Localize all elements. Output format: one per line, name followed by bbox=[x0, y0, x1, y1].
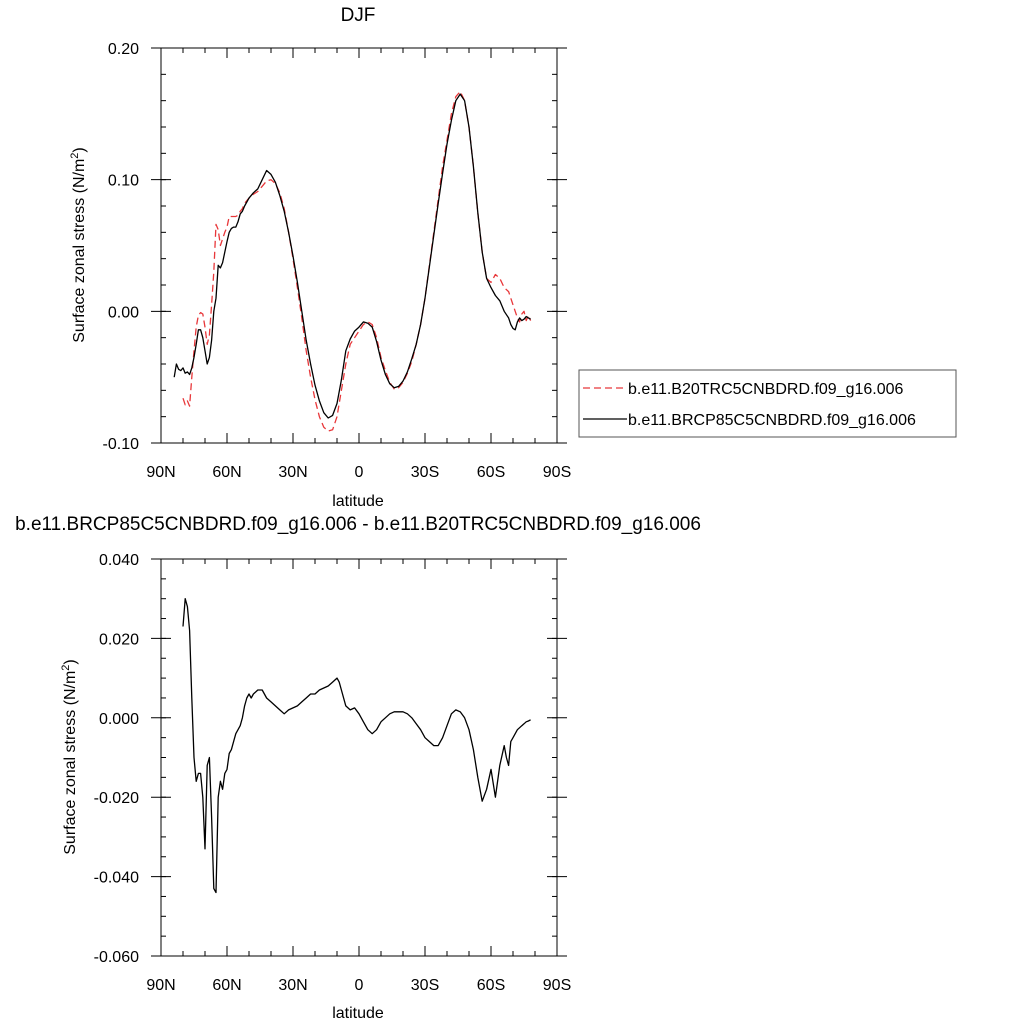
bottom-chart-y-tick-label: 0.040 bbox=[99, 552, 139, 569]
bottom-chart-series-line-1 bbox=[182, 598, 531, 894]
top-chart-series-line-2 bbox=[173, 93, 531, 419]
bottom-chart-x-tick-label: 60N bbox=[212, 977, 241, 994]
top-chart-x-tick-label: 30S bbox=[411, 464, 439, 481]
bottom-chart-y-tick-label: -0.060 bbox=[94, 949, 139, 966]
top-chart-y-label: Surface zonal stress (N/m2) bbox=[69, 147, 88, 343]
bottom-chart-y-label: Surface zonal stress (N/m2) bbox=[60, 659, 79, 855]
top-chart-x-tick-label: 30N bbox=[278, 464, 307, 481]
top-chart-title: DJF bbox=[341, 5, 376, 26]
bottom-chart-y-tick-label: 0.000 bbox=[99, 711, 139, 728]
bottom-chart-series bbox=[182, 598, 531, 894]
bottom-chart-x-label: latitude bbox=[332, 1005, 384, 1022]
bottom-chart-y-tick-label: -0.040 bbox=[94, 870, 139, 887]
top-chart-series bbox=[173, 90, 532, 432]
top-chart-x-tick-label: 60N bbox=[212, 464, 241, 481]
bottom-chart-x-tick-label: 60S bbox=[477, 977, 505, 994]
top-chart-y-tick-label: -0.10 bbox=[103, 436, 140, 453]
legend: b.e11.B20TRC5CNBDRD.f09_g16.006 b.e11.BR… bbox=[578, 369, 957, 438]
top-chart: DJF 90N 60N 30N 0 30S 60S 90S -0.10 0.00 0.10 0.20… bbox=[69, 5, 957, 510]
top-chart-x-label: latitude bbox=[332, 493, 384, 510]
bottom-chart-plot-frame bbox=[160, 558, 558, 957]
bottom-chart-x-tick-label: 0 bbox=[355, 977, 364, 994]
legend-label-series-1: b.e11.B20TRC5CNBDRD.f09_g16.006 bbox=[628, 381, 904, 398]
top-chart-y-tick-label: 0.10 bbox=[108, 173, 139, 190]
legend-box bbox=[578, 369, 957, 438]
top-chart-ticks: 90N 60N 30N 0 30S 60S 90S -0.10 0.00 0.10 0.20 bbox=[103, 41, 572, 481]
top-chart-x-tick-label: 90S bbox=[543, 464, 571, 481]
bottom-chart-x-tick-label: 30N bbox=[278, 977, 307, 994]
bottom-chart-x-tick-label: 30S bbox=[411, 977, 439, 994]
top-chart-x-tick-label: 90N bbox=[146, 464, 175, 481]
top-chart-x-tick-label: 60S bbox=[477, 464, 505, 481]
bottom-chart-ticks: 90N 60N 30N 0 30S 60S 90S -0.060 -0.040 -0.020 0.0… bbox=[94, 552, 572, 994]
bottom-chart-title: b.e11.BRCP85C5CNBDRD.f09_g16.006 - b.e11… bbox=[15, 514, 701, 535]
bottom-chart-y-tick-label: -0.020 bbox=[94, 790, 139, 807]
bottom-chart: b.e11.BRCP85C5CNBDRD.f09_g16.006 - b.e11… bbox=[15, 514, 701, 1022]
bottom-chart-x-tick-label: 90S bbox=[543, 977, 571, 994]
top-chart-y-tick-label: 0.20 bbox=[108, 41, 139, 58]
bottom-chart-y-tick-label: 0.020 bbox=[99, 631, 139, 648]
legend-label-series-2: b.e11.BRCP85C5CNBDRD.f09_g16.006 bbox=[628, 412, 916, 429]
top-chart-series-line-1 bbox=[182, 90, 532, 432]
top-chart-x-tick-label: 0 bbox=[355, 464, 364, 481]
bottom-chart-x-tick-label: 90N bbox=[146, 977, 175, 994]
top-chart-y-tick-label: 0.00 bbox=[108, 304, 139, 321]
